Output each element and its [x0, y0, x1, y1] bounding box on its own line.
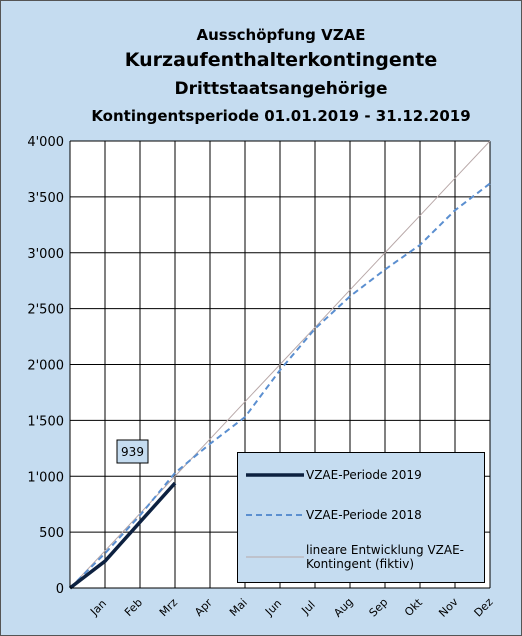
legend-label: VZAE-Periode 2019	[306, 468, 422, 482]
series-line	[69, 182, 491, 589]
series-line	[68, 481, 177, 590]
chart-title: Ausschöpfung VZAE	[197, 26, 366, 44]
chart-title: Drittstaatsangehörige	[175, 79, 388, 99]
chart-title: Kurzaufenthalterkontingente	[125, 49, 437, 71]
y-tick-label: 1'500	[27, 414, 64, 429]
data-label: 939	[121, 445, 144, 459]
chart-title: Kontingentsperiode 01.01.2019 - 31.12.20…	[91, 107, 470, 125]
y-tick-label: 3'500	[27, 191, 64, 206]
legend-label: lineare Entwicklung VZAE-Kontingent (fik…	[306, 543, 464, 571]
y-tick-label: 2'500	[27, 303, 64, 318]
legend-item: VZAE-Periode 2019	[246, 455, 480, 495]
data-label-box	[116, 439, 149, 464]
legend-item: VZAE-Periode 2018	[246, 495, 480, 535]
y-tick-label: 3'000	[27, 247, 64, 262]
legend-swatch	[246, 556, 304, 558]
legend: VZAE-Periode 2019 VZAE-Periode 2018 linear…	[237, 452, 485, 583]
legend-swatch	[246, 473, 304, 477]
y-tick-label: 500	[39, 526, 64, 541]
y-tick-label: 2'000	[27, 359, 64, 374]
y-tick-label: 1'000	[27, 470, 64, 485]
y-tick-label: 4'000	[27, 135, 64, 150]
y-tick-label: 0	[56, 582, 64, 597]
legend-label: VZAE-Periode 2018	[306, 508, 422, 522]
legend-swatch	[246, 514, 304, 516]
legend-item: lineare Entwicklung VZAE-Kontingent (fik…	[246, 537, 480, 577]
series-line	[69, 140, 491, 589]
